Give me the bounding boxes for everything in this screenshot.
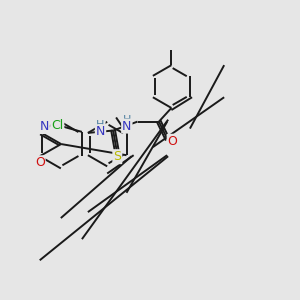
Text: H: H [96, 120, 105, 130]
Text: O: O [168, 135, 178, 148]
Text: N: N [40, 120, 49, 133]
Text: N: N [122, 120, 131, 133]
Text: S: S [113, 150, 121, 163]
Text: Cl: Cl [51, 118, 63, 131]
Text: H: H [123, 115, 131, 124]
Text: O: O [35, 156, 45, 169]
Text: N: N [96, 125, 105, 138]
